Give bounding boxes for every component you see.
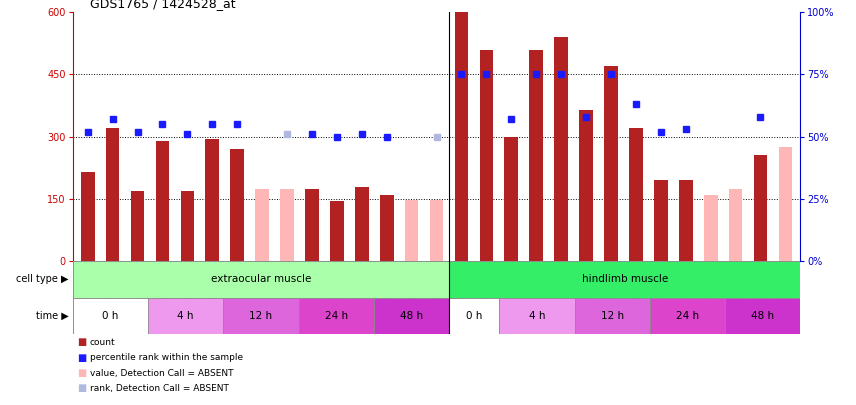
Text: 0 h: 0 h <box>466 311 483 321</box>
Bar <box>504 137 518 261</box>
Bar <box>728 189 742 261</box>
Bar <box>779 147 793 261</box>
Text: ■: ■ <box>77 353 86 362</box>
Text: ■: ■ <box>77 337 86 347</box>
Bar <box>679 180 693 261</box>
Bar <box>230 149 244 261</box>
Bar <box>580 110 593 261</box>
Bar <box>574 298 650 334</box>
Text: rank, Detection Call = ABSENT: rank, Detection Call = ABSENT <box>90 384 229 393</box>
Text: 4 h: 4 h <box>529 311 545 321</box>
Bar <box>479 49 493 261</box>
Text: ■: ■ <box>77 384 86 393</box>
Text: cell type ▶: cell type ▶ <box>16 275 68 284</box>
Text: 48 h: 48 h <box>400 311 423 321</box>
Text: 24 h: 24 h <box>676 311 699 321</box>
Bar <box>374 298 449 334</box>
Bar <box>629 128 643 261</box>
Bar <box>106 128 120 261</box>
Bar <box>449 298 499 334</box>
Bar <box>355 186 369 261</box>
Bar <box>529 49 543 261</box>
Bar <box>131 191 145 261</box>
Bar <box>299 298 374 334</box>
Bar <box>654 180 668 261</box>
Text: percentile rank within the sample: percentile rank within the sample <box>90 353 243 362</box>
Bar <box>405 200 419 261</box>
Bar <box>555 37 568 261</box>
Bar <box>330 201 344 261</box>
Text: 48 h: 48 h <box>752 311 775 321</box>
Bar <box>181 191 194 261</box>
Bar <box>449 261 800 298</box>
Bar <box>725 298 800 334</box>
Text: GDS1765 / 1424528_at: GDS1765 / 1424528_at <box>90 0 235 10</box>
Text: ■: ■ <box>77 368 86 378</box>
Text: hindlimb muscle: hindlimb muscle <box>581 275 668 284</box>
Bar <box>148 298 223 334</box>
Bar <box>80 172 94 261</box>
Bar <box>650 298 725 334</box>
Bar <box>499 298 574 334</box>
Text: 0 h: 0 h <box>102 311 119 321</box>
Bar <box>305 189 318 261</box>
Bar <box>604 66 618 261</box>
Bar <box>73 261 449 298</box>
Bar <box>255 189 269 261</box>
Bar <box>156 141 169 261</box>
Bar <box>704 195 717 261</box>
Text: 24 h: 24 h <box>324 311 348 321</box>
Bar <box>280 189 294 261</box>
Bar <box>380 195 394 261</box>
Bar <box>455 12 468 261</box>
Bar <box>73 298 148 334</box>
Bar <box>753 156 767 261</box>
Text: 12 h: 12 h <box>249 311 272 321</box>
Text: count: count <box>90 338 116 347</box>
Bar <box>205 139 219 261</box>
Bar <box>430 200 443 261</box>
Text: 4 h: 4 h <box>177 311 194 321</box>
Text: value, Detection Call = ABSENT: value, Detection Call = ABSENT <box>90 369 234 377</box>
Text: 12 h: 12 h <box>601 311 624 321</box>
Text: extraocular muscle: extraocular muscle <box>211 275 311 284</box>
Bar <box>223 298 299 334</box>
Text: time ▶: time ▶ <box>36 311 68 321</box>
